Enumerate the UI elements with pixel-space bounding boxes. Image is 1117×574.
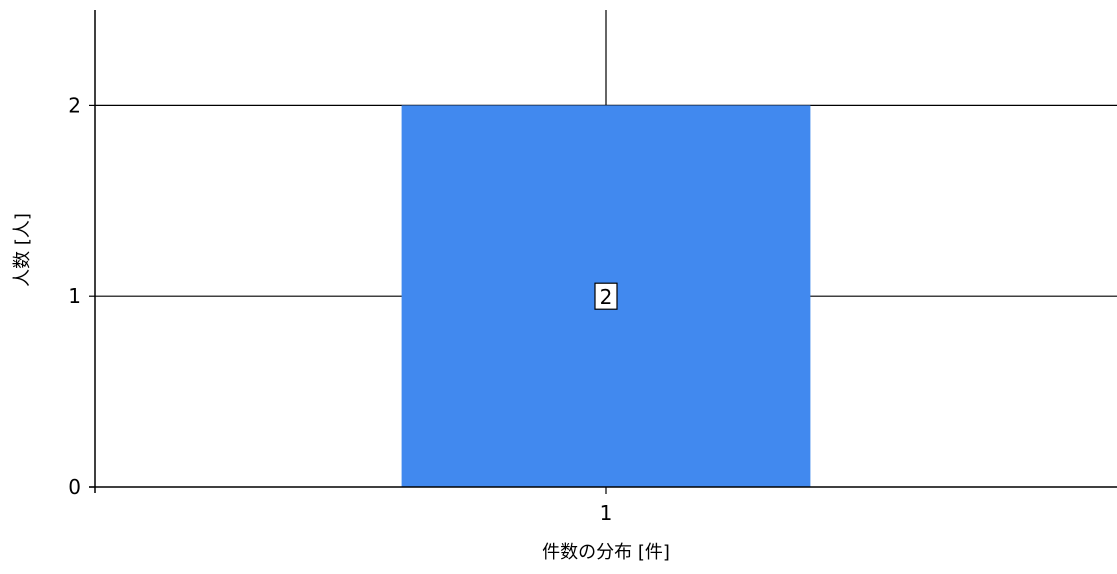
data-label-1: 2: [600, 285, 613, 309]
y-tick-label-1: 1: [68, 284, 81, 308]
axes: [89, 10, 1117, 494]
x-axis-title: 件数の分布 [件]: [542, 542, 670, 563]
x-tick-label-1: 1: [600, 501, 613, 525]
y-tick-label-2: 2: [68, 93, 81, 117]
tick-labels: 0 1 2 1: [68, 93, 612, 525]
y-tick-label-0: 0: [68, 475, 81, 499]
data-labels: 2: [594, 282, 618, 310]
y-axis-title: 人数 [人]: [12, 213, 33, 287]
data-label-box-1: [594, 282, 618, 310]
